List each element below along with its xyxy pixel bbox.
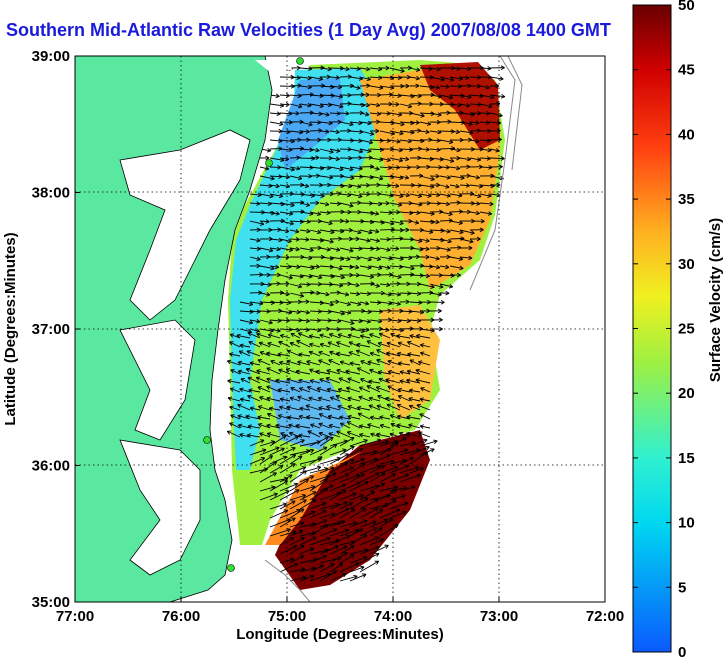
colorbar-tick-label: 20 <box>678 385 695 402</box>
x-tick-label: 75:00 <box>268 608 306 625</box>
colorbar-tick-label: 0 <box>678 644 686 659</box>
colorbar-tick-label: 25 <box>678 321 695 338</box>
colorbar-ticks: 0 5 10 15 20 25 30 35 40 45 50 <box>633 0 695 659</box>
x-axis-label: Longitude (Degrees:Minutes) <box>236 626 444 643</box>
x-tick-label: 77:00 <box>56 608 94 625</box>
colorbar-tick-label: 15 <box>678 450 695 467</box>
y-tick-label: 38:00 <box>32 185 70 202</box>
y-tick-label: 35:00 <box>32 594 70 611</box>
radar-stations <box>203 57 304 572</box>
velocity-arrows <box>226 65 506 582</box>
colorbar-tick-label: 5 <box>678 579 686 596</box>
bathymetry-contours <box>264 56 523 602</box>
colorbar <box>632 4 672 653</box>
y-axis-ticks: 39:00 38:00 37:00 36:00 35:00 <box>32 48 80 611</box>
x-tick-label: 72:00 <box>586 608 624 625</box>
y-axis-label: Latitude (Degrees:Minutes) <box>2 232 19 425</box>
colorbar-tick-label: 50 <box>678 0 695 14</box>
x-tick-label: 73:00 <box>480 608 518 625</box>
y-tick-label: 37:00 <box>32 321 70 338</box>
grid-lines <box>75 56 605 602</box>
x-axis-ticks: 77:00 76:00 75:00 74:00 73:00 72:00 <box>56 597 624 625</box>
colorbar-tick-label: 10 <box>678 515 695 532</box>
x-tick-label: 74:00 <box>374 608 412 625</box>
colorbar-tick-label: 35 <box>678 191 695 208</box>
colorbar-tick-label: 45 <box>678 62 695 79</box>
colorbar-tick-label: 40 <box>678 126 695 143</box>
colorbar-tick-label: 30 <box>678 256 695 273</box>
map-title: Southern Mid-Atlantic Raw Velocities (1 … <box>6 20 611 40</box>
y-tick-label: 36:00 <box>32 458 70 475</box>
colorbar-label: Surface Velocity (cm/s) <box>707 218 724 382</box>
y-tick-label: 39:00 <box>32 48 70 65</box>
land-mass <box>75 56 292 602</box>
x-tick-label: 76:00 <box>162 608 200 625</box>
